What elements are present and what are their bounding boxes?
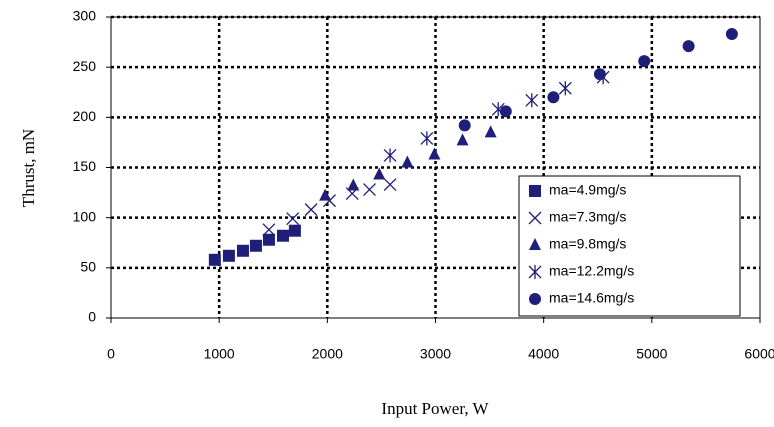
point [499, 105, 512, 118]
y-tick-label: 50 [80, 259, 96, 275]
legend-box [518, 175, 741, 317]
point [547, 91, 560, 104]
legend-marker [528, 265, 542, 279]
x-tick-label: 6000 [744, 346, 774, 362]
point [304, 203, 318, 217]
point [319, 188, 332, 201]
x-tick-label: 4000 [528, 346, 559, 362]
legend-marker [529, 238, 541, 250]
point [420, 131, 434, 146]
y-tick-label: 300 [73, 8, 97, 24]
point [249, 239, 262, 252]
point [525, 93, 539, 108]
x-tick-label: 1000 [204, 346, 235, 362]
point [383, 148, 397, 163]
point [456, 133, 469, 146]
point [484, 125, 497, 138]
point [208, 253, 221, 266]
y-axis-label: Thrust, mN [19, 129, 38, 207]
point [428, 147, 441, 160]
point [725, 28, 738, 41]
point [288, 224, 301, 237]
point [236, 244, 249, 257]
point [383, 178, 397, 192]
legend-label: ma=9.8mg/s [549, 236, 626, 252]
y-tick-label: 0 [88, 309, 96, 325]
point [682, 40, 695, 53]
x-axis-label: Input Power, W [381, 399, 489, 418]
legend-label: ma=7.3mg/s [549, 209, 626, 225]
point [262, 223, 276, 237]
point [558, 81, 572, 96]
point [222, 249, 235, 262]
y-tick-label: 150 [73, 158, 97, 174]
legend-label: ma=12.2mg/s [549, 263, 634, 279]
legend-marker [529, 293, 541, 305]
x-tick-label: 3000 [420, 346, 451, 362]
legend-label: ma=14.6mg/s [549, 290, 634, 306]
y-tick-label: 250 [73, 58, 97, 74]
point [593, 68, 606, 81]
point [373, 167, 386, 180]
point [286, 212, 300, 226]
x-tick-label: 5000 [636, 346, 667, 362]
legend-marker [529, 185, 541, 197]
point [363, 183, 376, 197]
x-tick-label: 0 [107, 346, 115, 362]
point [262, 233, 275, 246]
legend-label: ma=4.9mg/s [549, 182, 626, 198]
point [276, 229, 289, 242]
plot-border [110, 16, 761, 319]
y-tick-label: 200 [73, 108, 97, 124]
point [638, 55, 651, 68]
point [347, 178, 360, 191]
point [458, 119, 471, 132]
legend-marker [528, 211, 542, 225]
point [401, 155, 414, 168]
y-tick-label: 100 [73, 208, 97, 224]
x-tick-label: 2000 [312, 346, 343, 362]
